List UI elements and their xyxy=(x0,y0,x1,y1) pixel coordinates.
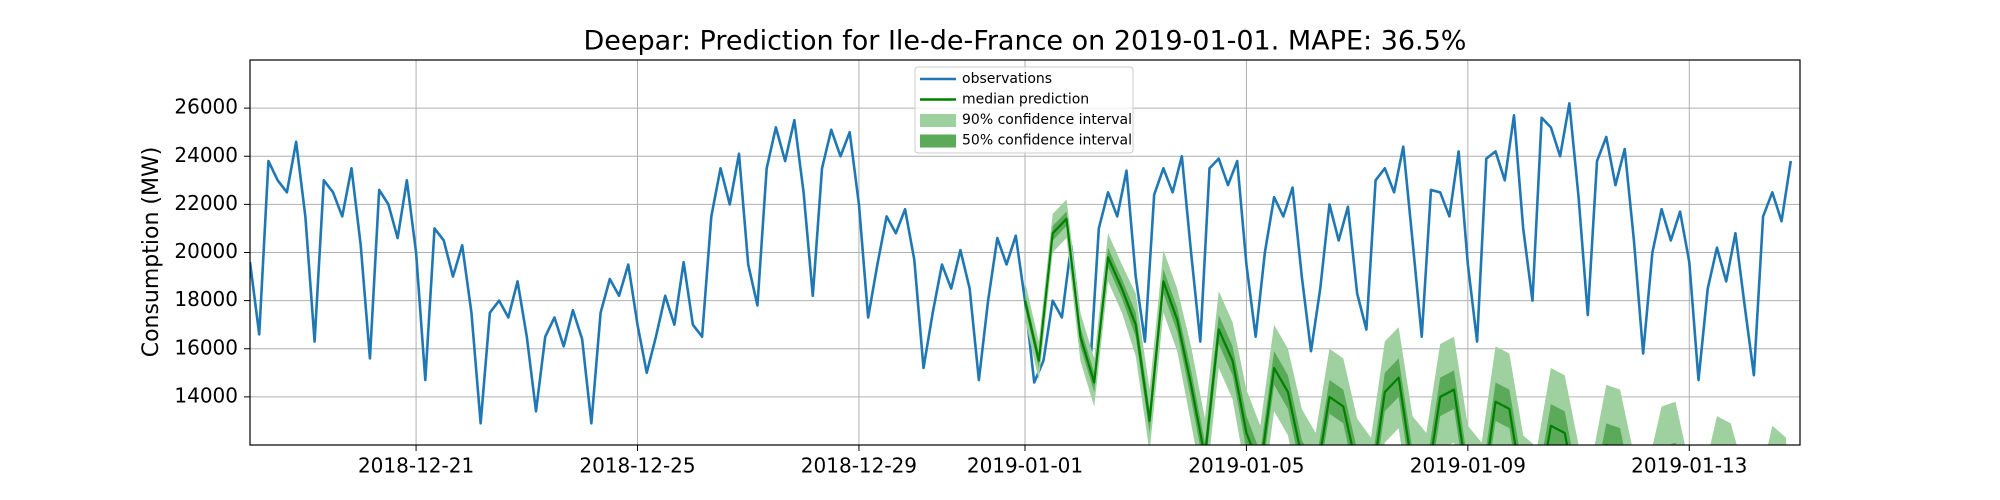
y-tick-label: 26000 xyxy=(174,95,238,119)
legend-label: 90% confidence interval xyxy=(962,112,1132,128)
legend-swatch xyxy=(920,114,956,127)
y-tick-label: 14000 xyxy=(174,383,238,407)
series-line xyxy=(250,102,1793,425)
y-tick-label: 18000 xyxy=(174,287,238,311)
legend-label: observations xyxy=(962,71,1052,87)
confidence-band xyxy=(1025,199,1787,445)
x-tick-label: 2018-12-21 xyxy=(358,454,474,478)
legend-box xyxy=(914,66,1134,154)
x-tick-label: 2018-12-25 xyxy=(579,454,695,478)
y-axis-label: Consumption (MW) xyxy=(139,147,164,358)
x-tick-label: 2019-01-01 xyxy=(967,454,1083,478)
legend-swatch xyxy=(920,134,956,148)
ticks: 14000 16000 18000 20000 22000 24000 26000 2018-… xyxy=(174,95,1747,478)
plot-area xyxy=(250,102,1793,445)
chart-title: Deepar: Prediction for Ile-de-France on … xyxy=(584,26,1467,57)
y-tick-label: 16000 xyxy=(174,335,238,359)
legend-label: 50% confidence interval xyxy=(962,133,1132,149)
series-line xyxy=(1023,217,1610,445)
y-tick-label: 20000 xyxy=(174,239,238,263)
x-tick-label: 2018-12-29 xyxy=(801,454,917,478)
x-tick-label: 2019-01-05 xyxy=(1188,454,1304,478)
legend-label: median prediction xyxy=(962,92,1089,108)
legend: observations median prediction 90% confide… xyxy=(914,66,1134,154)
y-tick-label: 22000 xyxy=(174,191,238,215)
y-tick-label: 24000 xyxy=(174,143,238,167)
x-tick-label: 2019-01-09 xyxy=(1410,454,1526,478)
x-tick-label: 2019-01-13 xyxy=(1631,454,1747,478)
